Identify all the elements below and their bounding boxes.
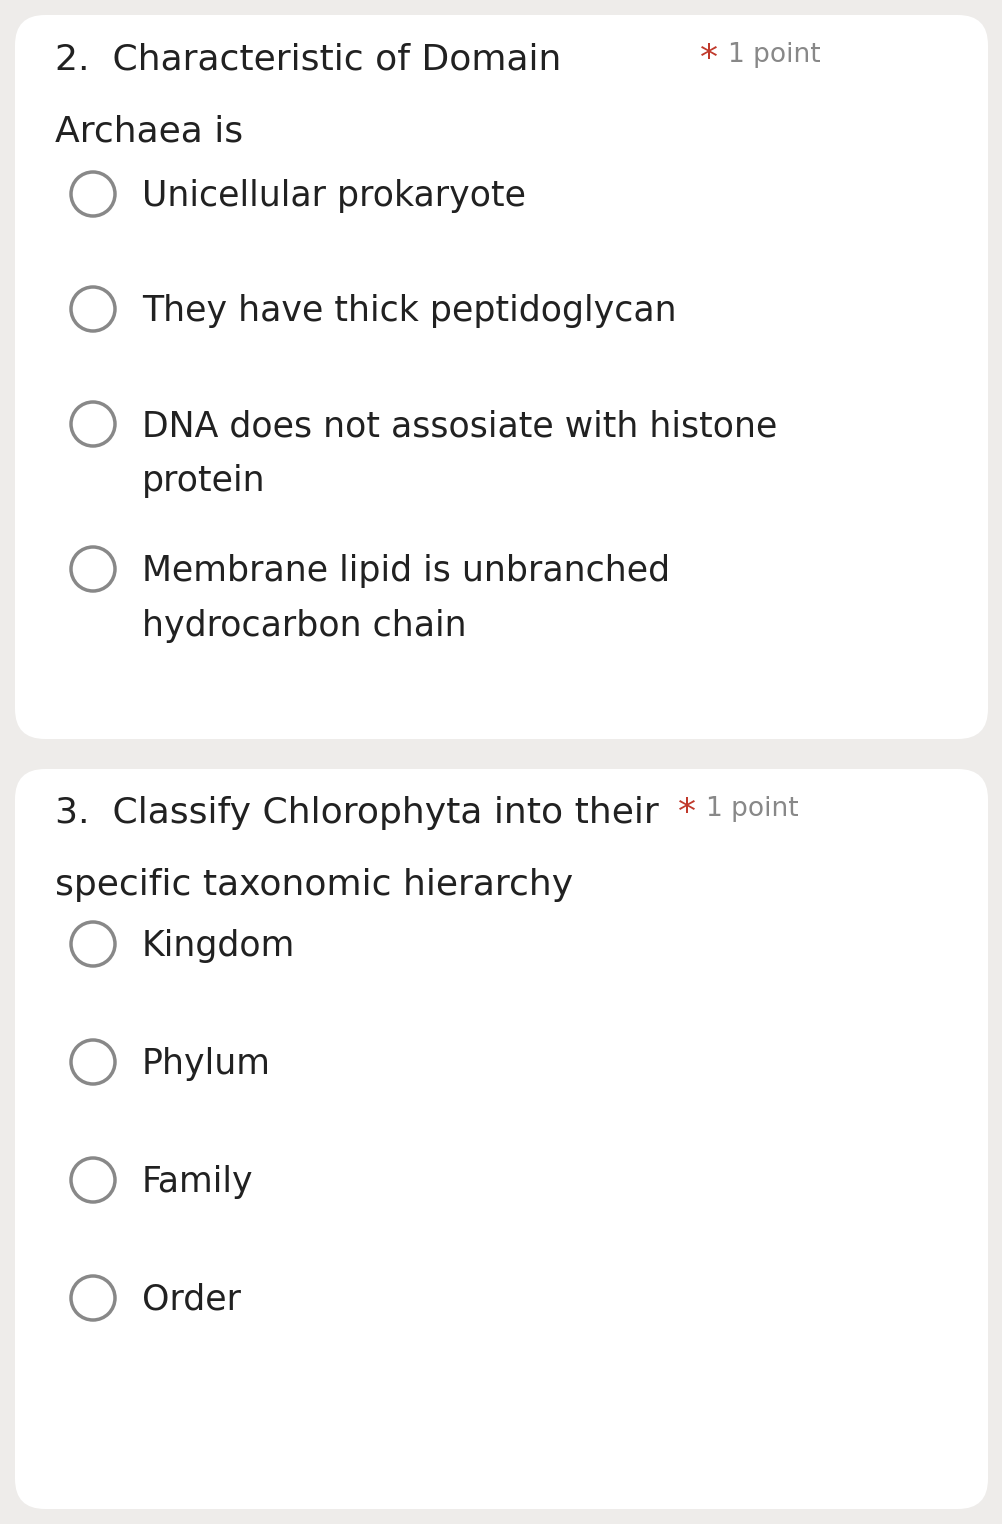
Circle shape (71, 1276, 115, 1320)
Circle shape (71, 1158, 115, 1202)
Circle shape (71, 402, 115, 447)
Text: Archaea is: Archaea is (55, 114, 242, 148)
Text: specific taxonomic hierarchy: specific taxonomic hierarchy (55, 869, 572, 902)
Text: Family: Family (142, 1164, 254, 1199)
Circle shape (71, 922, 115, 966)
Text: protein: protein (142, 463, 266, 498)
Text: hydrocarbon chain: hydrocarbon chain (142, 610, 466, 643)
Text: Membrane lipid is unbranched: Membrane lipid is unbranched (142, 555, 669, 588)
Circle shape (71, 1039, 115, 1084)
Text: 1 point: 1 point (705, 796, 798, 821)
Text: 3.  Classify Chlorophyta into their: 3. Classify Chlorophyta into their (55, 796, 658, 831)
Text: 1 point: 1 point (727, 43, 820, 69)
Circle shape (71, 287, 115, 331)
Circle shape (71, 547, 115, 591)
FancyBboxPatch shape (15, 15, 987, 739)
Text: Unicellular prokaryote: Unicellular prokaryote (142, 178, 525, 213)
Text: *: * (699, 43, 717, 76)
Text: 2.  Characteristic of Domain: 2. Characteristic of Domain (55, 43, 561, 76)
Text: Phylum: Phylum (142, 1047, 271, 1081)
Text: DNA does not assosiate with histone: DNA does not assosiate with histone (142, 408, 777, 443)
Text: Kingdom: Kingdom (142, 930, 295, 963)
Text: They have thick peptidoglycan: They have thick peptidoglycan (142, 294, 676, 328)
Text: *: * (677, 796, 695, 831)
Text: Order: Order (142, 1283, 240, 1317)
FancyBboxPatch shape (15, 770, 987, 1509)
Circle shape (71, 172, 115, 216)
